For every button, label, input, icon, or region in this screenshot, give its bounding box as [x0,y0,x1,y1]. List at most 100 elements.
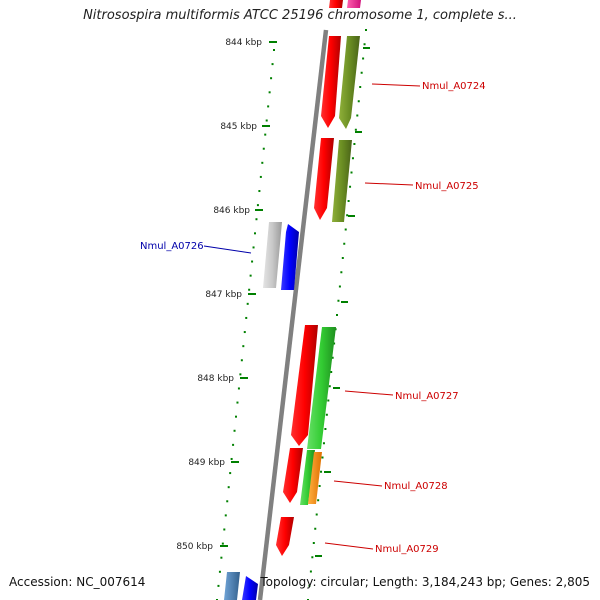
label-nmul-a0725[interactable]: Nmul_A0725 [415,181,479,192]
gene-partial-top-pink[interactable] [347,0,361,8]
gene-nmul-a0727[interactable] [307,327,336,449]
ruler-dot [248,288,251,291]
ruler-dot [223,528,226,531]
ruler-dot [256,204,259,207]
ruler-dot [233,429,236,432]
ruler-dot [322,442,325,445]
ruler-dot [232,443,235,446]
ruler-dot [321,456,324,459]
ruler-dot [325,413,328,416]
gene-cds-red-1[interactable] [321,36,341,128]
ruler-dot [221,542,224,545]
ruler-dot [344,228,347,231]
topology-text: Topology: circular; Length: 3,184,243 bp… [260,575,590,589]
leader-line [203,245,252,254]
leader-line [324,542,374,550]
ruler-dot [343,242,346,245]
kbp-label: 846 kbp [213,206,250,216]
gene-partial-bottom-steel[interactable] [224,572,240,600]
ruler-dot [237,387,240,390]
ruler-dot [327,399,330,402]
ruler-dot [354,128,357,131]
ruler-dot [320,470,323,473]
ruler-dot [230,457,233,460]
map-title: Nitrosospira multiformis ATCC 25196 chro… [83,8,517,23]
ruler-dot [365,29,367,31]
gene-nmul-a0726[interactable] [281,224,299,290]
leader-line [344,390,394,396]
ruler-dot [311,556,314,559]
gene-grey-726[interactable] [263,222,282,288]
ruler-dot [357,100,360,103]
ruler-dot [249,274,252,277]
label-nmul-a0728[interactable]: Nmul_A0728 [384,481,448,492]
ruler-dot [271,63,274,66]
ruler-dot [242,345,245,348]
ruler-dot [349,185,352,188]
ruler-dot [362,57,365,60]
ruler-dot [340,271,343,274]
ruler-dot [265,119,268,122]
label-nmul-a0726[interactable]: Nmul_A0726 [140,241,204,252]
label-nmul-a0724[interactable]: Nmul_A0724 [422,81,486,92]
ruler-dot [245,316,248,319]
ruler-dot [308,584,311,587]
gene-nmul-a0725[interactable] [332,140,352,222]
ruler-dot [333,342,336,345]
ruler-dot [246,302,249,305]
ruler-dot [353,143,356,145]
kbp-label: 850 kbp [176,542,213,552]
ruler-dot [330,371,333,373]
ruler-dot [264,133,267,136]
kbp-label: 849 kbp [188,458,225,468]
kbp-label: 848 kbp [197,374,234,384]
ruler-dot [356,114,359,117]
gene-partial-top-red[interactable] [329,0,343,8]
ruler-dot [309,570,312,573]
gene-partial-bottom-blue[interactable] [242,576,258,600]
gene-cds-red-4[interactable] [283,448,303,503]
ruler-dot [336,314,338,316]
gene-cds-red-3[interactable] [291,325,318,446]
ruler-dot [255,218,258,221]
ruler-track-right [307,29,367,600]
ruler-dot [317,499,320,502]
leader-line [333,480,383,487]
leader-line [364,182,414,186]
gene-labels: Nmul_A0724 Nmul_A0725 Nmul_A0726 Nmul_A0… [140,81,486,555]
gene-nmul-a0728[interactable] [300,450,315,505]
ruler-dot [218,570,221,573]
ruler-dot [236,401,239,404]
ruler-dot [217,584,220,587]
ruler-dot [360,71,363,74]
ruler-dot [268,91,271,94]
ruler-dot [363,43,366,46]
gene-cds-red-2[interactable] [314,138,334,220]
ruler-dot [267,105,270,108]
ruler-dot [346,214,349,217]
gene-orange-728[interactable] [308,452,322,504]
gene-nmul-a0724[interactable] [339,36,360,129]
ruler-dot [270,77,273,80]
ruler-dot [318,485,321,487]
ruler-dot [337,299,340,302]
ruler-dot [227,486,230,489]
label-nmul-a0729[interactable]: Nmul_A0729 [375,544,439,555]
kbp-label: 847 kbp [205,290,242,300]
ruler-dot [359,86,362,88]
label-nmul-a0727[interactable]: Nmul_A0727 [395,391,459,402]
ruler-dot [262,147,265,150]
chromosome-backbone [257,29,329,600]
kbp-ruler: 844 kbp 845 kbp 846 kbp 847 kbp 848 kbp … [176,38,277,552]
gene-nmul-a0729[interactable] [276,517,294,556]
ruler-dot [251,260,254,263]
kbp-label: 844 kbp [225,38,262,48]
ruler-dot [224,514,227,517]
ruler-dot [239,373,242,376]
ruler-dot [226,500,229,503]
kbp-label: 845 kbp [220,122,257,132]
ruler-dot [258,190,261,193]
right-ruler-ticks [315,47,370,557]
ruler-dot [261,161,264,164]
